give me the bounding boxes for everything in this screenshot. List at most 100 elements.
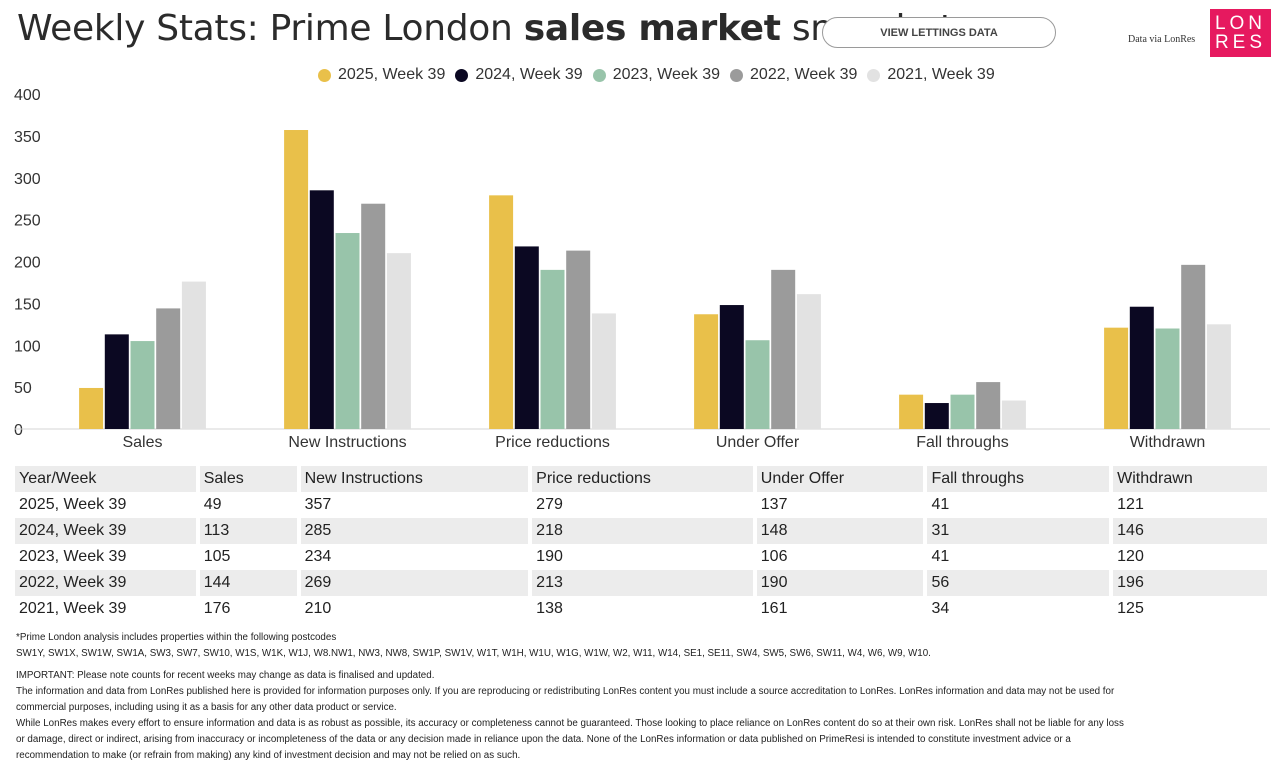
logo-line-2: RES xyxy=(1214,32,1267,53)
bar-1-1 xyxy=(79,387,104,429)
bar-4-3 xyxy=(566,250,591,429)
row-label: 2025, Week 39 xyxy=(15,492,200,518)
table-header-new-instructions: New Instructions xyxy=(298,466,533,492)
cell: 120 xyxy=(1111,544,1271,570)
table-header-corner: Year/Week xyxy=(15,466,200,492)
table-header-withdrawn: Withdrawn xyxy=(1111,466,1271,492)
bar-5-6 xyxy=(1206,324,1231,429)
legend-item[interactable]: 2022, Week 39 xyxy=(730,66,857,84)
row-label: 2024, Week 39 xyxy=(15,518,200,544)
table-row: 2021, Week 39 176 210 138 161 34 125 xyxy=(15,596,1271,622)
cell: 144 xyxy=(197,570,301,596)
y-tick-label: 200 xyxy=(14,255,41,272)
disclaimer-line: recommendation to make (or refrain from … xyxy=(16,750,521,761)
y-tick-label: 150 xyxy=(14,296,41,313)
x-tick-label: Withdrawn xyxy=(1130,434,1206,451)
cell: 41 xyxy=(925,492,1114,518)
legend-swatch xyxy=(592,68,606,82)
table-header-price-reductions: Price reductions xyxy=(530,466,757,492)
legend-item[interactable]: 2021, Week 39 xyxy=(867,66,995,84)
cell: 146 xyxy=(1111,518,1271,544)
cell: 269 xyxy=(298,570,533,596)
disclaimer-line: The information and data from LonRes pub… xyxy=(16,686,1115,697)
x-tick-label: Sales xyxy=(122,434,162,451)
cell: 41 xyxy=(925,544,1114,570)
legend-item[interactable]: 2024, Week 39 xyxy=(455,66,583,84)
bar-1-6 xyxy=(1104,327,1129,429)
lonres-logo[interactable]: LON RES xyxy=(1210,9,1271,57)
bar-2-1 xyxy=(104,334,129,429)
x-tick-label: Price reductions xyxy=(495,434,610,451)
cell: 190 xyxy=(754,570,928,596)
legend-swatch xyxy=(867,68,881,82)
cell: 106 xyxy=(754,544,928,570)
view-lettings-data-button[interactable]: VIEW LETTINGS DATA xyxy=(822,17,1056,48)
cell: 56 xyxy=(925,570,1114,596)
bar-2-3 xyxy=(514,246,539,429)
cell: 213 xyxy=(530,570,757,596)
bar-1-3 xyxy=(489,195,514,429)
bar-1-5 xyxy=(899,394,924,429)
bar-3-2 xyxy=(335,233,360,429)
cell: 161 xyxy=(754,596,928,622)
chart-legend: 2025, Week 39 2024, Week 39 2023, Week 39 2… xyxy=(318,66,995,84)
legend-label: 2021, Week 39 xyxy=(887,66,995,83)
cell: 113 xyxy=(197,518,301,544)
bar-4-6 xyxy=(1181,264,1206,429)
bar-3-1 xyxy=(130,341,155,429)
bar-3-5 xyxy=(950,394,975,429)
x-tick-label: Under Offer xyxy=(716,434,800,451)
bar-3-4 xyxy=(745,340,770,429)
legend-item[interactable]: 2023, Week 39 xyxy=(592,66,720,84)
legend-label: 2024, Week 39 xyxy=(475,66,583,83)
table-header-sales: Sales xyxy=(197,466,301,492)
x-tick-label: New Instructions xyxy=(288,434,406,451)
x-tick-label: Fall throughs xyxy=(916,434,1009,451)
cell: 125 xyxy=(1111,596,1271,622)
table-header-under-offer: Under Offer xyxy=(754,466,928,492)
table-row: 2022, Week 39 144 269 213 190 56 196 xyxy=(15,570,1271,596)
footnotes: *Prime London analysis includes properti… xyxy=(16,630,1266,764)
bar-4-5 xyxy=(976,382,1001,429)
legend-item[interactable]: 2025, Week 39 xyxy=(318,66,445,84)
table-row: 2023, Week 39 105 234 190 106 41 120 xyxy=(15,544,1271,570)
table-row: 2025, Week 39 49 357 279 137 41 121 xyxy=(15,492,1271,518)
bar-5-4 xyxy=(796,294,821,429)
row-label: 2023, Week 39 xyxy=(15,544,200,570)
title-prefix: Weekly Stats: Prime London xyxy=(17,8,524,49)
cell: 31 xyxy=(925,518,1114,544)
cell: 190 xyxy=(530,544,757,570)
stats-table: Year/Week Sales New Instructions Price r… xyxy=(15,466,1271,622)
legend-label: 2022, Week 39 xyxy=(750,66,858,83)
legend-swatch xyxy=(318,68,331,82)
bar-3-3 xyxy=(540,269,565,429)
bar-5-5 xyxy=(1001,400,1026,429)
bar-1-4 xyxy=(694,314,719,429)
table-header-fall-throughs: Fall throughs xyxy=(925,466,1114,492)
cell: 176 xyxy=(197,596,301,622)
y-tick-label: 350 xyxy=(14,129,41,146)
cell: 210 xyxy=(298,596,533,622)
cell: 148 xyxy=(754,518,928,544)
disclaimer-line: or damage, direct or indirect, arising f… xyxy=(16,734,1071,745)
bar-chart: 0 50 100 150 200 250 300 350 400 Sales New Instruc… xyxy=(14,87,1270,451)
y-tick-label: 100 xyxy=(14,338,41,355)
cell: 121 xyxy=(1111,492,1271,518)
title-emphasis: sales market xyxy=(523,8,781,49)
cell: 196 xyxy=(1111,570,1271,596)
postcodes-list: SW1Y, SW1X, SW1W, SW1A, SW3, SW7, SW10, … xyxy=(16,648,931,659)
cell: 34 xyxy=(925,596,1114,622)
y-tick-label: 250 xyxy=(14,213,41,230)
bar-2-4 xyxy=(719,305,744,429)
disclaimer-line: commercial purposes, including using it … xyxy=(16,702,397,713)
y-tick-label: 50 xyxy=(14,380,32,397)
bar-2-6 xyxy=(1129,306,1154,429)
bar-3-6 xyxy=(1155,328,1180,429)
row-label: 2022, Week 39 xyxy=(15,570,200,596)
logo-line-1: LON xyxy=(1214,13,1267,34)
cell: 105 xyxy=(197,544,301,570)
cell: 137 xyxy=(754,492,928,518)
table-header-row: Year/Week Sales New Instructions Price r… xyxy=(15,466,1271,492)
disclaimer-line: While LonRes makes every effort to ensur… xyxy=(16,718,1124,729)
legend-swatch xyxy=(730,68,744,82)
